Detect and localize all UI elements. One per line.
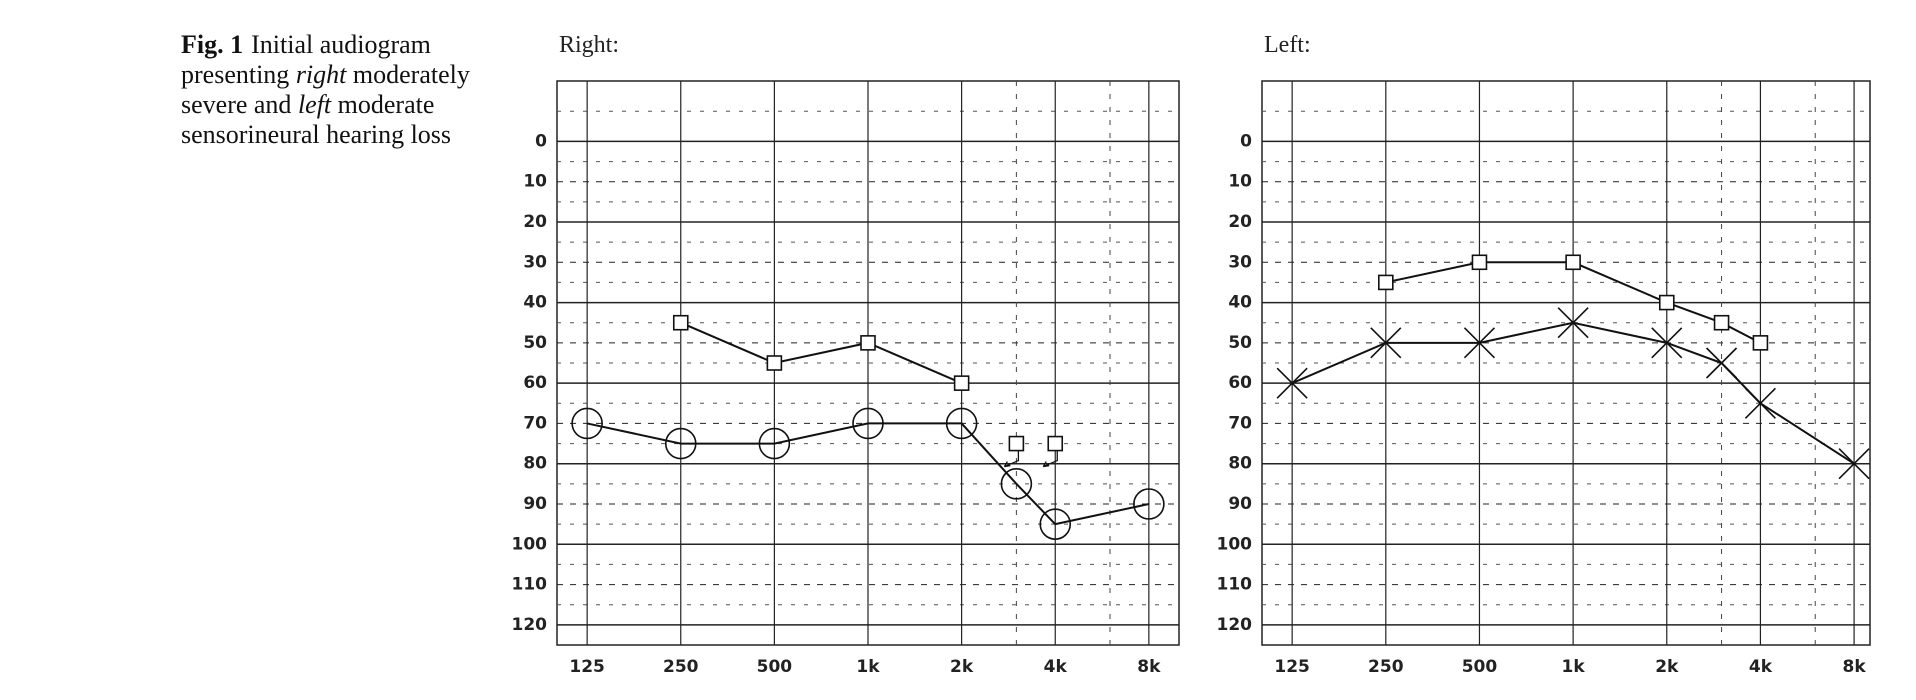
x-tick-label: 1k [1562, 657, 1586, 677]
x-tick-label: 8k [1137, 657, 1161, 677]
caption-text: moderately severe and [181, 60, 470, 119]
y-tick-label: 100 [512, 534, 548, 554]
y-tick-label: 10 [1228, 172, 1252, 192]
marker-circle [571, 407, 603, 440]
marker-cross [1557, 307, 1589, 339]
marker-cross [1370, 327, 1402, 359]
marker-cross [1838, 448, 1870, 480]
marker-cross [1651, 327, 1683, 359]
y-tick-label: 100 [1217, 534, 1253, 554]
marker-cross [1276, 367, 1308, 399]
marker-square [1658, 294, 1675, 311]
x-tick-label: 2k [1655, 657, 1679, 677]
caption-label: Fig. 1 [181, 30, 244, 59]
y-tick-label: 40 [1228, 293, 1252, 313]
y-tick-label: 60 [523, 373, 547, 393]
marker-square [672, 314, 689, 331]
caption-text: left [297, 90, 332, 119]
marker-circle [1039, 508, 1072, 540]
y-tick-label: 30 [1228, 252, 1252, 272]
y-tick-label: 90 [523, 494, 547, 514]
marker-circle [1133, 488, 1165, 520]
marker-square [860, 335, 876, 351]
series-line [680, 321, 963, 385]
y-tick-label: 20 [1228, 212, 1252, 232]
x-tick-label: 8k [1843, 657, 1867, 677]
y-tick-label: 10 [523, 172, 547, 192]
y-tick-label: 0 [1240, 131, 1252, 151]
y-tick-label: 90 [1228, 494, 1252, 514]
marker-circle [852, 407, 884, 440]
x-tick-label: 4k [1044, 657, 1068, 677]
marker-circle [945, 407, 978, 440]
y-tick-label: 50 [523, 333, 547, 353]
no-response-arrow [1003, 450, 1020, 468]
marker-square [1008, 435, 1025, 452]
y-tick-label: 110 [1217, 575, 1253, 595]
y-tick-label: 80 [1228, 454, 1252, 474]
x-tick-label: 2k [950, 657, 974, 677]
caption-text: Initial audiogram presenting [181, 30, 431, 89]
x-tick-label: 125 [1274, 657, 1310, 677]
x-tick-label: 500 [757, 657, 793, 677]
marker-square [1378, 274, 1394, 291]
marker-square [1471, 254, 1488, 271]
marker-square [1565, 254, 1581, 271]
y-tick-label: 30 [523, 252, 547, 272]
caption-text: right [295, 60, 347, 89]
y-tick-label: 20 [523, 212, 547, 232]
caption-text: moderate sensorineural hearing loss [181, 90, 452, 149]
marker-square [953, 375, 970, 391]
marker-cross [1744, 387, 1776, 419]
marker-square [1752, 335, 1769, 351]
marker-circle [1000, 468, 1033, 500]
y-tick-label: 110 [512, 575, 548, 595]
chart-title: Right: [559, 32, 619, 58]
y-tick-label: 70 [1228, 413, 1252, 433]
y-tick-label: 120 [512, 615, 548, 635]
x-tick-label: 500 [1462, 657, 1498, 677]
marker-circle [664, 427, 697, 460]
x-tick-label: 250 [1368, 657, 1404, 677]
x-tick-label: 125 [569, 657, 605, 677]
y-tick-label: 70 [523, 413, 547, 433]
chart-title: Left: [1264, 32, 1311, 58]
caption: Fig. 1 Initial audiogram presenting right… [181, 30, 541, 150]
marker-square [766, 355, 783, 371]
marker-square [1047, 435, 1064, 452]
no-response-arrow [1042, 450, 1058, 468]
y-tick-label: 60 [1228, 373, 1252, 393]
marker-cross [1705, 347, 1738, 379]
y-tick-label: 40 [523, 293, 547, 313]
x-tick-label: 250 [663, 657, 699, 677]
y-tick-label: 80 [523, 454, 547, 474]
y-tick-label: 50 [1228, 333, 1252, 353]
marker-square [1713, 314, 1730, 331]
y-tick-label: 0 [535, 131, 547, 151]
x-tick-label: 4k [1749, 657, 1773, 677]
marker-cross [1463, 327, 1496, 359]
x-tick-label: 1k [856, 657, 880, 677]
marker-circle [758, 427, 791, 460]
y-tick-label: 120 [1217, 615, 1253, 635]
